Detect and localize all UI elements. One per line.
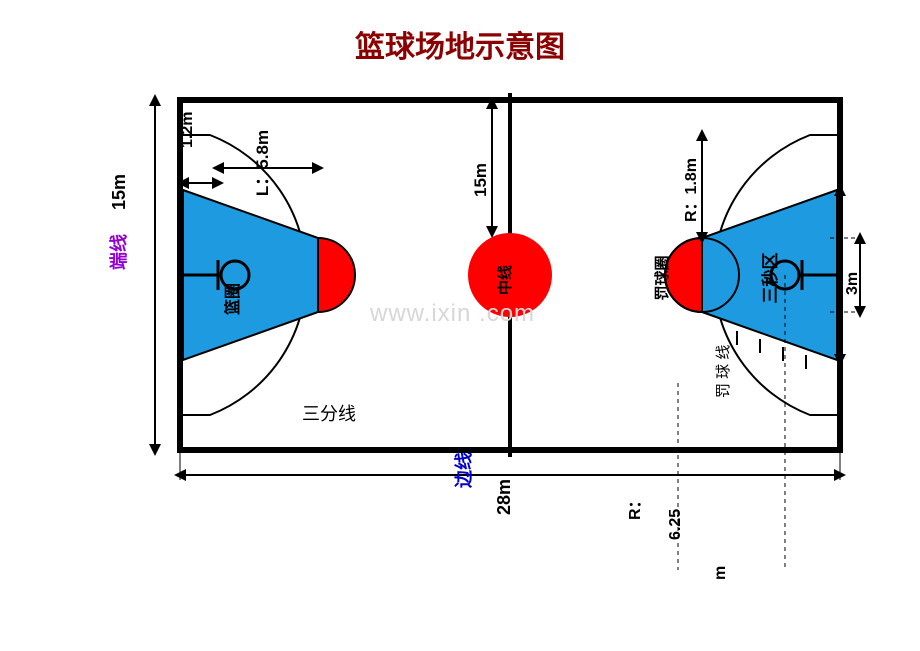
key-label: 三秒区 (760, 253, 780, 304)
threepoint-label: 三分线 (302, 404, 356, 424)
basket-label: 篮圈 (223, 283, 242, 316)
ft-line-label: 罚 球 线 (715, 345, 732, 398)
ft-arc-left (318, 238, 355, 312)
sideline-label: 边线 (453, 452, 474, 489)
endline-label-prefix: 端线 (108, 234, 129, 270)
basketball-court-diagram: 端线 15m 1.2m L：5.8m 篮圈 三分线 15m 中线 R：1.8m … (40, 20, 880, 620)
tp-radius-val: 6.25 (667, 509, 684, 540)
ft-radius: R：1.8m (683, 158, 700, 222)
tp-radius-unit: m (712, 566, 729, 580)
lane-length: L：5.8m (253, 130, 272, 196)
endline-dim: 15m (109, 174, 129, 210)
key-width-dim: 3m (844, 272, 861, 295)
basket-dist: 1.2m (179, 112, 196, 148)
tp-radius-label: R： (627, 492, 644, 520)
centerline-label: 中线 (496, 265, 514, 295)
centerline-dim: 15m (471, 163, 490, 197)
ft-circle-label: 罚球圈 (653, 255, 671, 300)
diagram-title: 篮球场地示意图 (0, 22, 920, 66)
length-dim: 28m (494, 479, 514, 515)
